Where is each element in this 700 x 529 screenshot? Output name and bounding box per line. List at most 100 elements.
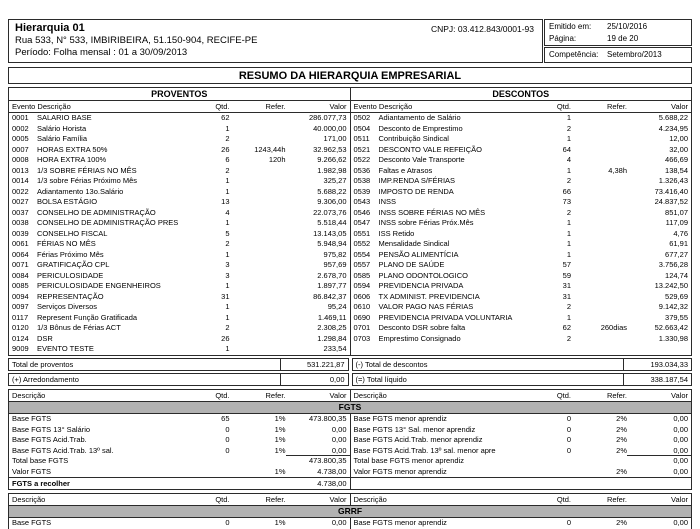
code-cell: 0120 — [12, 323, 29, 332]
provento-row: 0120 1/3 Bônus de Férias ACT 2 2.308,25 — [9, 323, 350, 334]
qty-cell: 13 — [221, 197, 230, 206]
ref-cell — [571, 197, 627, 208]
val-cell: 2.308,25 — [317, 323, 347, 332]
code-cell: 0013 — [12, 165, 29, 175]
ref-cell — [230, 292, 286, 303]
code-cell: 0027 — [12, 197, 29, 206]
grrf-row: Base FGTS menor aprendiz 0 2% 0,00 — [351, 518, 692, 529]
qty-cell: 0 — [566, 445, 571, 455]
code-cell: 0511 — [353, 134, 370, 143]
fgts-left-rows: Base FGTS 65 1% 473.800,35 Base FGTS 13° Sal… — [9, 414, 350, 477]
fgts-row: Base FGTS Acid.Trab. 13º sal. menor apre… — [351, 445, 691, 456]
arredondamento-label: (+) Arredondamento — [12, 375, 79, 384]
provento-row: 0008 HORA EXTRA 100% 6 120h 9.266,62 — [9, 155, 350, 166]
fgts-row: Base FGTS 13° Salário 0 1% 0,00 — [9, 425, 350, 436]
fgts-row: Base FGTS 13° Sal. menor aprendiz 0 2% 0,00 — [351, 425, 692, 436]
total-liquido-value: 338.187,54 — [623, 374, 691, 385]
ref-cell — [230, 334, 286, 345]
qty-cell: 62 — [562, 323, 571, 332]
ref-cell — [230, 208, 286, 219]
desconto-row: 0521 DESCONTO VALE REFEIÇÃO 64 32,00 — [351, 145, 692, 156]
ref-cell — [571, 239, 627, 250]
desconto-row: 0551 ISS Retido 1 4,76 — [351, 229, 692, 240]
desc-cell: Salário Família — [37, 134, 88, 143]
val-cell: 0,00 — [673, 414, 688, 423]
col-qtd: Qtd. — [215, 102, 230, 111]
page-number: 19 de 20 — [607, 33, 639, 43]
desconto-row: 0703 Emprestimo Consignado 2 1.330,98 — [351, 334, 692, 345]
ref-cell: 2% — [616, 518, 627, 527]
qty-cell: 1 — [225, 302, 230, 311]
val-cell: 52.663,42 — [654, 323, 688, 332]
val-cell: 0,00 — [331, 424, 347, 434]
desc-cell: IMPOSTO DE RENDA — [378, 186, 454, 196]
code-cell: 0543 — [353, 197, 371, 206]
arredondamento-value: 0,00 — [279, 374, 348, 385]
qty-cell: 2 — [225, 323, 230, 332]
val-cell: 0,00 — [673, 518, 688, 527]
provento-row: 9009 EVENTO TESTE 1 233,54 — [9, 344, 350, 355]
fgts-right-rows: Base FGTS menor aprendiz 0 2% 0,00 Base FGTS… — [349, 414, 692, 477]
qty-cell — [185, 456, 230, 467]
ref-cell — [230, 134, 286, 145]
code-cell: 0539 — [353, 186, 371, 196]
qty-cell: 66 — [562, 186, 571, 196]
qty-cell: 31 — [562, 281, 571, 290]
col-evento-descricao: Evento Descrição — [12, 102, 71, 111]
val-cell: 233,54 — [323, 344, 347, 353]
val-cell: 1.330,98 — [658, 333, 688, 343]
provento-row: 0084 PERICULOSIDADE 3 2.678,70 — [9, 271, 350, 282]
val-cell: 529,69 — [665, 291, 688, 301]
desc-cell: Base FGTS Acid.Trab. 13º sal. — [12, 445, 114, 455]
ref-cell — [230, 218, 286, 229]
code-cell: 0594 — [353, 281, 371, 290]
provento-row: 0117 Represent Função Gratificada 1 1.469,1… — [9, 313, 350, 324]
qty-cell: 6 — [225, 155, 230, 164]
ref-cell — [571, 313, 627, 324]
ref-cell — [571, 113, 627, 124]
qty-cell: 2 — [566, 302, 571, 311]
col-descricao: Descrição — [353, 495, 387, 504]
grrf-right-rows: Base FGTS menor aprendiz 0 2% 0,00 — [349, 518, 692, 529]
total-proventos-label: Total de proventos — [12, 360, 74, 369]
desc-cell: Base FGTS 13° Salário — [12, 424, 91, 434]
code-cell: 9009 — [12, 344, 29, 353]
competence-row: Competência: Setembro/2013 — [549, 49, 687, 61]
val-cell: 0,00 — [285, 446, 350, 456]
qty-cell: 0 — [566, 424, 571, 434]
col-refer: Refer. — [606, 391, 627, 400]
ref-cell — [571, 271, 627, 282]
col-valor: Valor — [671, 391, 688, 400]
col-valor: Valor — [329, 391, 347, 400]
ref-cell — [571, 334, 627, 345]
descontos-column-headers: Evento Descrição Qtd. Refer. Valor — [349, 101, 692, 112]
ref-cell: 2% — [616, 466, 627, 476]
ref-cell — [571, 250, 627, 261]
ref-cell — [571, 155, 627, 166]
desc-cell: PLANO DE SAÚDE — [378, 260, 445, 269]
val-cell: 171,00 — [323, 134, 347, 143]
code-cell: 0690 — [353, 312, 371, 322]
col-descricao: Descrição — [353, 391, 387, 400]
desc-cell: CONSELHO FISCAL — [37, 228, 108, 238]
competence-box: Competência: Setembro/2013 — [544, 47, 692, 63]
company-cnpj: CNPJ: 03.412.843/0001-93 — [430, 24, 534, 34]
qty-cell: 0 — [225, 435, 230, 444]
code-cell: 0701 — [353, 323, 371, 332]
desc-cell: Base FGTS — [12, 518, 52, 527]
desconto-row: 0546 INSS SOBRE FÉRIAS NO MÊS 2 851,07 — [351, 208, 692, 219]
provento-row: 0005 Salário Família 2 171,00 — [9, 134, 350, 145]
desc-cell: FÉRIAS NO MÊS — [37, 239, 96, 248]
grrf-row: Base FGTS 0 1% 0,00 — [9, 518, 350, 529]
ref-cell — [571, 229, 627, 240]
code-cell: 0002 — [12, 123, 29, 133]
desc-cell: Desconto DSR sobre falta — [378, 323, 466, 332]
desconto-row: 0543 INSS 73 24.837,52 — [351, 197, 692, 208]
proventos-column-headers: Evento Descrição Qtd. Refer. Valor — [9, 101, 350, 112]
provento-row: 0064 Férias Próximo Mês 1 975,82 — [9, 250, 350, 261]
desc-cell: Base FGTS Acid.Trab. menor aprendiz — [353, 435, 483, 444]
ref-cell — [230, 197, 286, 208]
emitted-label: Emitido em: — [549, 22, 592, 31]
col-qtd: Qtd. — [556, 495, 571, 504]
